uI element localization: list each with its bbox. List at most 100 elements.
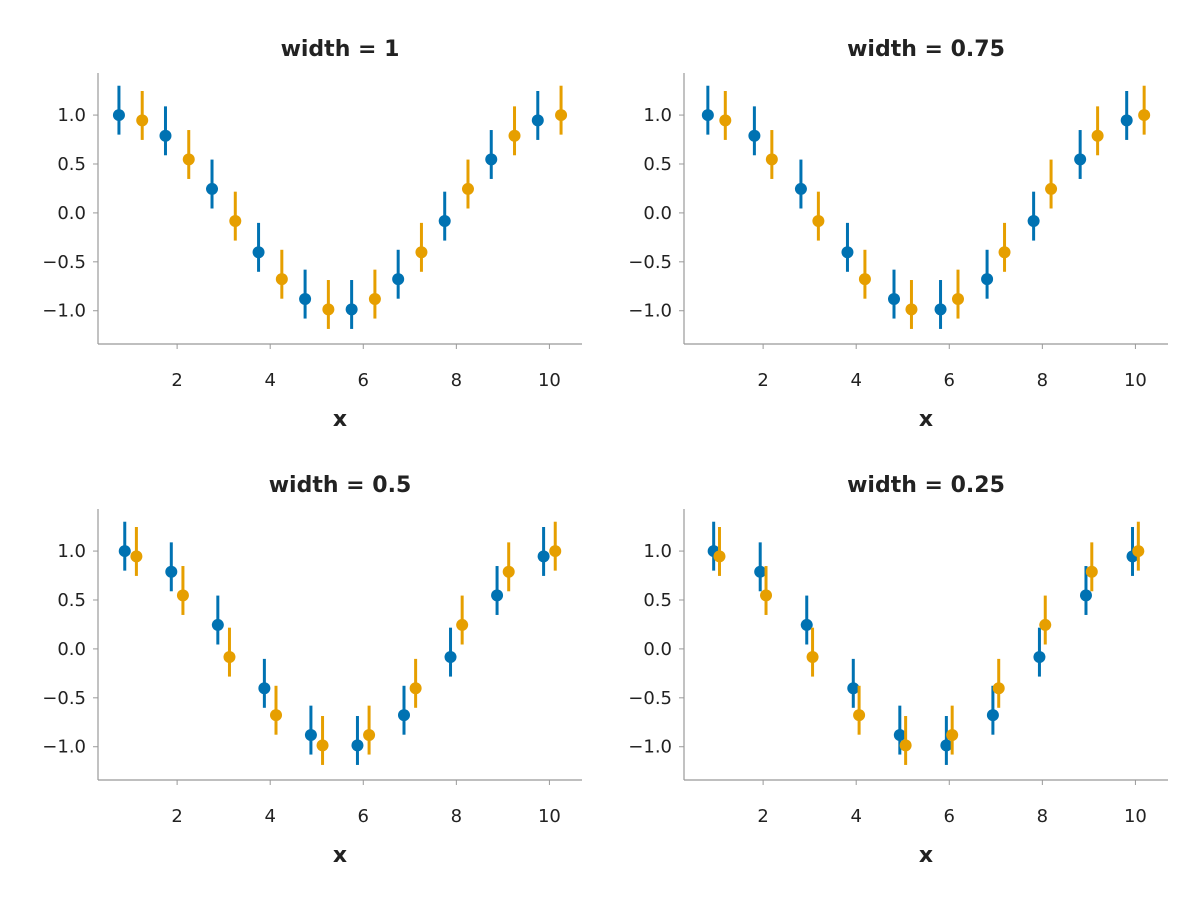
- y-tick-label: 1.0: [57, 541, 86, 562]
- x-tick-label: 10: [1124, 806, 1147, 827]
- data-point: [1138, 109, 1151, 122]
- y-tick-label: 0.0: [643, 639, 672, 660]
- data-point: [934, 303, 947, 316]
- data-point: [316, 739, 329, 752]
- data-point: [1120, 114, 1133, 127]
- data-point: [252, 246, 265, 259]
- data-point: [806, 651, 819, 664]
- x-tick-label: 6: [358, 370, 369, 391]
- data-point: [1074, 153, 1087, 166]
- data-point: [888, 292, 901, 305]
- y-tick-label: 0.0: [57, 639, 86, 660]
- y-tick-label: −0.5: [42, 688, 86, 709]
- x-axis-label: x: [333, 843, 347, 868]
- data-point: [444, 651, 457, 664]
- data-point: [754, 565, 767, 578]
- data-point: [368, 292, 381, 305]
- x-tick-label: 2: [757, 806, 768, 827]
- data-point: [299, 292, 312, 305]
- data-point: [760, 589, 773, 602]
- data-point: [1091, 129, 1104, 142]
- y-tick-label: 1.0: [643, 541, 672, 562]
- panel-title: width = 0.25: [847, 473, 1005, 498]
- data-point: [229, 215, 242, 228]
- data-point: [549, 545, 562, 558]
- panel-title: width = 0.5: [269, 473, 412, 498]
- data-point: [1027, 215, 1040, 228]
- y-tick-label: 0.5: [643, 154, 672, 175]
- data-point: [905, 303, 918, 316]
- data-point: [456, 618, 469, 631]
- data-point: [491, 589, 504, 602]
- y-tick-label: 0.5: [57, 154, 86, 175]
- data-point: [812, 215, 825, 228]
- data-point: [701, 109, 714, 122]
- y-tick-label: 1.0: [643, 105, 672, 126]
- data-point: [363, 728, 376, 741]
- panel-3: width = 0.5 x 2 4 6 8 10 1.0 0.5 0.0 −0.5 −1.0: [42, 473, 582, 868]
- data-point: [409, 682, 422, 695]
- panel-title: width = 0.75: [847, 37, 1005, 62]
- y-tick-label: −1.0: [628, 737, 672, 758]
- data-point: [322, 303, 335, 316]
- y-tick-label: 0.5: [57, 590, 86, 611]
- x-tick-label: 4: [264, 370, 275, 391]
- x-tick-label: 8: [451, 806, 462, 827]
- data-point: [112, 109, 125, 122]
- data-point: [461, 182, 474, 195]
- data-point: [841, 246, 854, 259]
- x-axis-label: x: [333, 407, 347, 432]
- data-point: [531, 114, 544, 127]
- x-tick-label: 10: [1124, 370, 1147, 391]
- x-tick-label: 2: [171, 806, 182, 827]
- y-tick-label: −1.0: [42, 301, 86, 322]
- data-point: [853, 709, 866, 722]
- data-point: [981, 273, 994, 286]
- x-tick-label: 6: [358, 806, 369, 827]
- panel-title: width = 1: [281, 37, 400, 62]
- data-point: [130, 550, 143, 563]
- data-point: [397, 709, 410, 722]
- x-axis-label: x: [919, 843, 933, 868]
- data-point: [165, 565, 178, 578]
- data-point: [847, 682, 860, 695]
- x-tick-label: 4: [850, 806, 861, 827]
- data-point: [986, 709, 999, 722]
- data-point: [992, 682, 1005, 695]
- data-point: [1085, 565, 1098, 578]
- data-point: [351, 739, 364, 752]
- data-point: [275, 273, 288, 286]
- data-point: [800, 618, 813, 631]
- data-point: [748, 129, 761, 142]
- data-point: [858, 273, 871, 286]
- data-point: [211, 618, 224, 631]
- data-point: [946, 728, 959, 741]
- data-point: [485, 153, 498, 166]
- data-point: [392, 273, 405, 286]
- data-point: [1039, 618, 1052, 631]
- x-tick-label: 4: [264, 806, 275, 827]
- y-tick-label: 0.0: [643, 203, 672, 224]
- x-tick-label: 2: [171, 370, 182, 391]
- x-axis-label: x: [919, 407, 933, 432]
- data-point: [206, 182, 219, 195]
- x-tick-label: 10: [538, 370, 561, 391]
- data-point: [502, 565, 515, 578]
- data-point: [258, 682, 271, 695]
- panel-2: width = 0.75 x 2 4 6 8 10 1.0 0.5 0.0 −0.5 −1.0: [628, 37, 1168, 432]
- x-tick-label: 8: [451, 370, 462, 391]
- y-tick-label: 1.0: [57, 105, 86, 126]
- y-tick-label: −1.0: [42, 737, 86, 758]
- data-point: [118, 545, 131, 558]
- y-tick-label: −0.5: [628, 688, 672, 709]
- data-point: [136, 114, 149, 127]
- x-tick-label: 2: [757, 370, 768, 391]
- data-point: [765, 153, 778, 166]
- data-point: [1079, 589, 1092, 602]
- x-tick-label: 6: [944, 806, 955, 827]
- data-point: [415, 246, 428, 259]
- data-point: [998, 246, 1011, 259]
- data-point: [951, 292, 964, 305]
- data-point: [176, 589, 189, 602]
